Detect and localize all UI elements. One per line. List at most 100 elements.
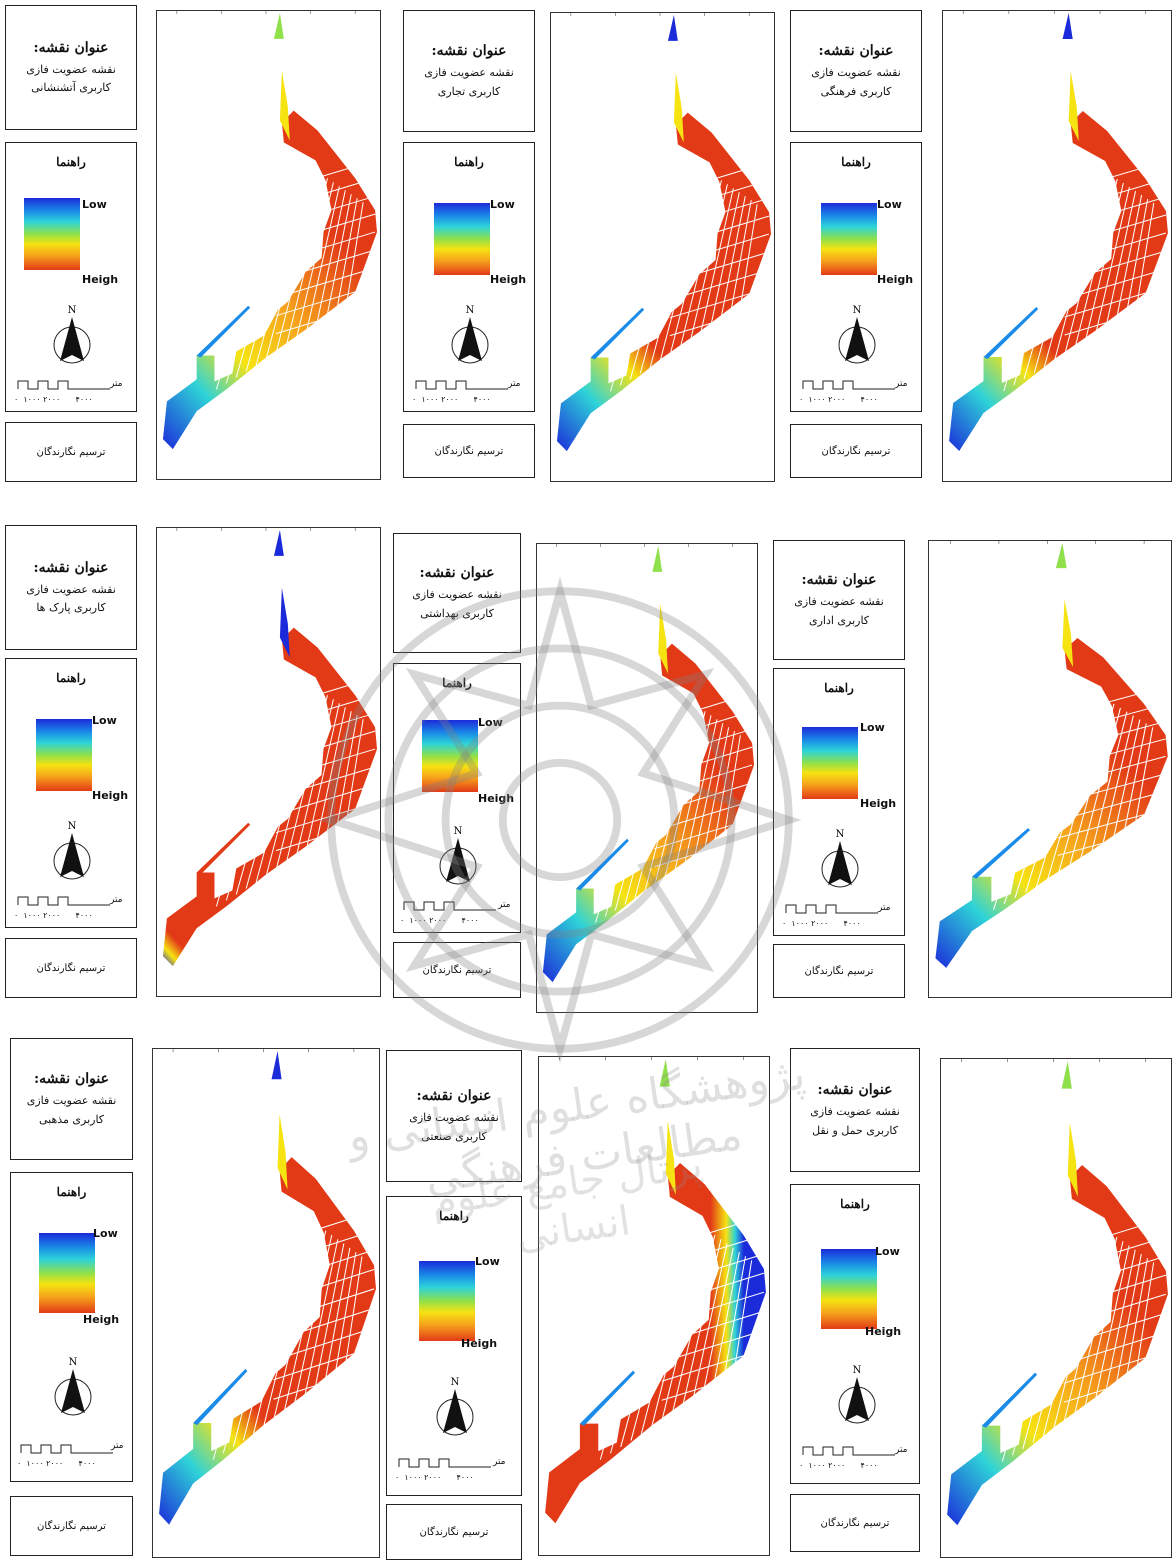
map-frame-4 (156, 527, 381, 997)
legend-heading: راهنما (824, 681, 854, 695)
northern-strip (665, 1120, 676, 1195)
legend-heading: راهنما (56, 155, 86, 169)
title-box-4: عنوان نقشه: نقشه عضویت فازی کاربری پارک … (5, 525, 137, 650)
legend-color-ramp (434, 203, 490, 275)
map-frame-3 (942, 10, 1172, 482)
northern-parcel (1061, 1061, 1072, 1089)
scale-unit: متر (498, 900, 511, 910)
title-line: نقشه عضویت فازی (811, 66, 901, 80)
legend-color-ramp (36, 719, 92, 791)
north-label: N (853, 1365, 862, 1376)
north-arrow-icon: N (53, 821, 91, 880)
scale-bar-icon (17, 896, 110, 906)
city-fuzzy-membership-surface (947, 1164, 1168, 1526)
title-landuse: کاربری صنعتی (421, 1129, 487, 1143)
map-frame-1 (156, 10, 381, 480)
northern-parcel (1062, 13, 1073, 39)
map-frame-6 (928, 540, 1172, 998)
title-heading: عنوان نقشه: (801, 572, 877, 589)
legend-heading: راهنما (439, 1209, 469, 1223)
scale-labels: ۰ ۱۰۰۰ ۲۰۰۰ ۴۰۰۰ (799, 395, 878, 404)
legend-color-ramp (24, 198, 80, 270)
author-box-6: ترسیم نگارندگان (773, 944, 905, 998)
legend-low-label: Low (490, 198, 515, 211)
scale-unit: متر (110, 379, 123, 389)
street-network (609, 152, 770, 392)
street-network (215, 667, 376, 907)
north-arrow-icon: N (451, 305, 489, 364)
legend-low-label: Low (475, 1255, 500, 1268)
city-fuzzy-membership-surface (162, 627, 378, 967)
legend-color-ramp (821, 1249, 877, 1329)
legend-box-6: راهنما Low Heigh N متر ۰ ۱۰۰۰ ۲۰۰۰ ۴۰۰۰ (773, 668, 905, 936)
title-line: نقشه عضویت فازی (810, 1105, 900, 1119)
scale-bar-icon (802, 380, 895, 390)
northern-strip (673, 72, 684, 143)
title-line: نقشه عضویت فازی (424, 66, 514, 80)
city-fuzzy-membership-surface (949, 111, 1168, 451)
scale-unit: متر (110, 895, 123, 905)
city-fuzzy-membership-surface (556, 112, 772, 452)
title-box-6: عنوان نقشه: نقشه عضویت فازی کاربری اداری (773, 540, 905, 660)
map-frame-2 (550, 12, 775, 482)
north-label: N (69, 1357, 78, 1368)
scale-labels: ۰ ۱۰۰۰ ۲۰۰۰ ۴۰۰۰ (395, 1473, 474, 1482)
legend-box-3: راهنما Low Heigh N متر ۰ ۱۰۰۰ ۲۰۰۰ ۴۰۰۰ (790, 142, 922, 412)
city-fuzzy-membership-surface (935, 638, 1168, 968)
title-heading: عنوان نقشه: (34, 1071, 109, 1088)
author-box-1: ترسیم نگارندگان (5, 422, 137, 482)
author-box-3: ترسیم نگارندگان (790, 424, 922, 478)
legend-high-label: Heigh (478, 792, 515, 805)
title-line: نقشه عضویت فازی (412, 588, 502, 602)
street-network (595, 683, 753, 923)
legend-high-label: Heigh (490, 273, 527, 286)
western-corridor (579, 1370, 636, 1426)
scale-labels: ۰ ۱۰۰۰ ۲۰۰۰ ۴۰۰۰ (14, 911, 93, 920)
legend-box-4: راهنما Low Heigh N متر ۰ ۱۰۰۰ ۲۰۰۰ ۴۰۰۰ (5, 658, 137, 928)
title-line: نقشه عضویت فازی (26, 62, 116, 76)
northern-strip (1068, 71, 1079, 141)
title-heading: عنوان نقشه: (431, 43, 507, 60)
street-network (1001, 1207, 1167, 1462)
title-box-1: عنوان نقشه: نقشه عضویت فازی کاربری آتشنش… (5, 5, 137, 130)
title-box-9: عنوان نقشه: نقشه عضویت فازی کاربری حمل و… (790, 1048, 920, 1172)
northern-parcel (273, 12, 284, 39)
north-label: N (68, 821, 77, 832)
author-box-4: ترسیم نگارندگان (5, 938, 137, 998)
legend-heading: راهنما (56, 1185, 87, 1199)
northern-parcel (271, 1051, 282, 1080)
legend-low-label: Low (93, 1227, 118, 1240)
scale-unit: متر (895, 1445, 908, 1455)
north-arrow-icon: N (838, 1365, 876, 1424)
city-fuzzy-membership-surface (162, 110, 378, 450)
title-box-8: عنوان نقشه: نقشه عضویت فازی کاربری صنعتی (386, 1050, 522, 1182)
legend-high-label: Heigh (877, 273, 914, 286)
legend-box-8: راهنما Low Heigh N متر ۰ ۱۰۰۰ ۲۰۰۰ ۴۰۰۰ (386, 1196, 522, 1496)
scale-labels: ۰ ۱۰۰۰ ۲۰۰۰ ۴۰۰۰ (400, 916, 479, 925)
title-box-3: عنوان نقشه: نقشه عضویت فازی کاربری فرهنگ… (790, 10, 922, 132)
north-label: N (68, 305, 77, 316)
western-corridor (196, 305, 251, 358)
western-corridor (193, 1368, 248, 1426)
legend-high-label: Heigh (860, 797, 897, 810)
title-box-7: عنوان نقشه: نقشه عضویت فازی کاربری مذهبی (10, 1038, 133, 1160)
scale-bar-icon (802, 1446, 895, 1456)
legend-high-label: Heigh (92, 789, 129, 802)
legend-low-label: Low (92, 714, 117, 727)
western-corridor (981, 1372, 1038, 1428)
legend-box-7: راهنما Low Heigh N متر ۰ ۱۰۰۰ ۲۰۰۰ ۴۰۰۰ (10, 1172, 133, 1482)
legend-box-5: راهنما Low Heigh N متر ۰ ۱۰۰۰ ۲۰۰۰ ۴۰۰۰ (393, 663, 521, 933)
scale-unit: متر (493, 1457, 506, 1467)
title-heading: عنوان نقشه: (33, 559, 109, 576)
title-box-2: عنوان نقشه: نقشه عضویت فازی کاربری تجاری (403, 10, 535, 132)
author-box-9: ترسیم نگارندگان (790, 1494, 920, 1552)
northern-parcel (652, 545, 663, 572)
title-heading: عنوان نقشه: (419, 565, 495, 582)
north-arrow-icon: N (439, 826, 477, 885)
legend-color-ramp (39, 1233, 95, 1313)
north-arrow-icon: N (436, 1377, 474, 1436)
legend-color-ramp (802, 727, 858, 799)
street-network (215, 150, 376, 390)
title-line: نقشه عضویت فازی (794, 595, 884, 609)
